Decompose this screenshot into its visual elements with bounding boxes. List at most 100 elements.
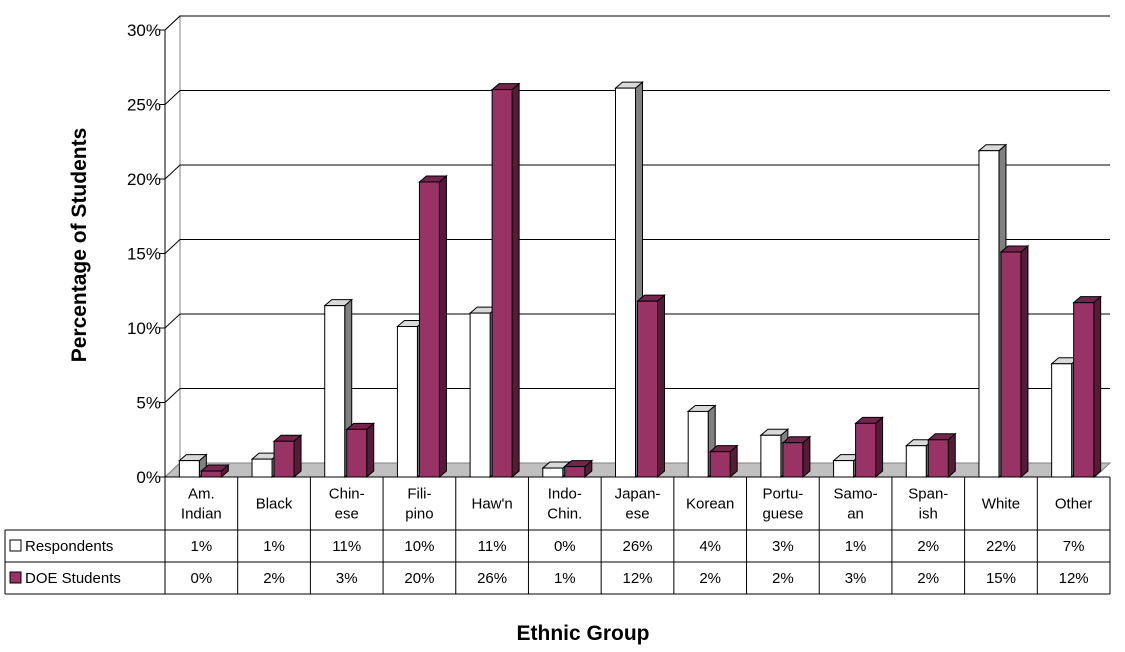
bar (564, 466, 586, 478)
x-tick-label: Span- (908, 486, 948, 503)
gridline (164, 388, 1110, 403)
bar (1073, 302, 1095, 478)
bar (927, 439, 949, 478)
bar (491, 89, 513, 478)
bar (833, 460, 855, 478)
data-label: 1% (191, 538, 213, 555)
x-tick-label: Korean (686, 496, 734, 513)
data-label: 7% (1063, 538, 1085, 555)
bar (1000, 251, 1022, 478)
y-axis-ticks: 0% 5% 10% 15% 20% 25% 30% (127, 21, 161, 487)
x-tick-label: guese (762, 506, 803, 523)
x-axis-title: Ethnic Group (517, 622, 650, 645)
bar (687, 410, 709, 478)
data-label: 1% (845, 538, 867, 555)
data-label: 26% (622, 538, 652, 555)
data-label: 2% (699, 570, 721, 587)
bar (637, 300, 658, 478)
data-label: 0% (191, 570, 213, 587)
data-label: 11% (332, 538, 361, 555)
gridlines (159, 15, 1110, 478)
data-label: 22% (986, 538, 1016, 555)
bar (346, 428, 368, 478)
bar (469, 312, 491, 478)
bar (1051, 363, 1073, 478)
x-tick-label: Indo- (548, 486, 582, 503)
data-label: 15% (986, 570, 1016, 587)
bars (177, 81, 1103, 479)
bar-side (947, 432, 956, 479)
data-label: 20% (404, 570, 434, 587)
x-tick-label: ese (625, 506, 649, 523)
bar-side (875, 416, 884, 479)
x-tick-label: Am. (188, 486, 215, 503)
data-label: 2% (917, 538, 939, 555)
data-label: 3% (772, 538, 794, 555)
data-label: 12% (622, 570, 652, 587)
bar (855, 422, 877, 478)
x-tick-label: Portu- (762, 486, 803, 503)
bar (709, 451, 731, 478)
data-label: 1% (263, 538, 285, 555)
bar (905, 445, 927, 478)
bar (200, 470, 222, 478)
gridline (164, 164, 1110, 180)
bar (273, 440, 295, 478)
bar-side (366, 422, 375, 479)
bar (418, 181, 440, 478)
x-tick-label: Indian (181, 506, 222, 523)
y-tick-label: 25% (127, 96, 161, 115)
data-label: 1% (554, 570, 576, 587)
y-tick-label: 5% (136, 394, 161, 413)
bar (324, 305, 346, 478)
bar (396, 326, 418, 478)
y-axis-title: Percentage of Students (68, 128, 91, 363)
gridline (164, 239, 1110, 254)
gridline (164, 313, 1110, 329)
bar (178, 460, 200, 478)
x-tick-label: Samo- (833, 486, 877, 503)
data-label: 2% (772, 570, 794, 587)
bar (615, 87, 636, 478)
y-tick-label: 15% (127, 245, 161, 264)
x-tick-label: White (982, 496, 1020, 513)
x-tick-label: pino (405, 506, 433, 523)
x-tick-label: Japan- (615, 486, 661, 503)
bar (782, 442, 804, 478)
data-label: 0% (554, 538, 576, 555)
legend-label: DOE Students (25, 570, 121, 587)
data-label: 10% (404, 538, 434, 555)
legend-label: Respondents (25, 538, 113, 555)
bar-side (293, 434, 302, 479)
data-label: 4% (699, 538, 721, 555)
data-label: 2% (917, 570, 939, 587)
data-label: 3% (336, 570, 358, 587)
y-tick-label: 30% (127, 21, 161, 40)
bar-side (802, 435, 811, 479)
legend-swatch (9, 571, 22, 584)
x-tick-label: an (847, 506, 864, 523)
data-label: 2% (263, 570, 285, 587)
bar (978, 150, 1000, 478)
y-tick-label: 10% (127, 319, 161, 338)
x-tick-label: Black (256, 496, 293, 513)
x-tick-label: Other (1055, 496, 1093, 513)
x-tick-label: Fili- (407, 486, 431, 503)
bar (760, 434, 782, 478)
legend-swatch (9, 539, 22, 552)
bar-side (657, 294, 665, 479)
bar (251, 458, 273, 478)
gridline (164, 90, 1110, 105)
x-tick-label: Haw'n (472, 496, 513, 513)
x-tick-label: ish (919, 506, 938, 523)
y-tick-label: 0% (136, 468, 161, 487)
x-tick-label: Chin- (329, 486, 365, 503)
bar-side (1020, 244, 1029, 479)
bar-side (1093, 295, 1102, 479)
data-label: 11% (478, 538, 507, 555)
data-label: 3% (845, 570, 867, 587)
data-label: 26% (477, 570, 507, 587)
y-tick-label: 20% (127, 170, 161, 189)
x-tick-label: Chin. (547, 506, 582, 523)
